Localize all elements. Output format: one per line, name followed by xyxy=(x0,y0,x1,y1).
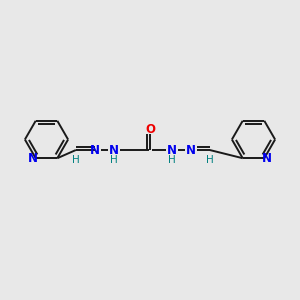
Text: N: N xyxy=(109,143,119,157)
Text: H: H xyxy=(206,154,214,165)
Text: N: N xyxy=(262,152,272,165)
Text: H: H xyxy=(110,154,118,165)
Text: N: N xyxy=(167,143,177,157)
Text: H: H xyxy=(72,154,80,165)
Text: N: N xyxy=(89,143,100,157)
Text: N: N xyxy=(186,143,196,157)
Text: H: H xyxy=(168,154,176,165)
Text: N: N xyxy=(28,152,38,165)
Text: O: O xyxy=(145,123,155,136)
